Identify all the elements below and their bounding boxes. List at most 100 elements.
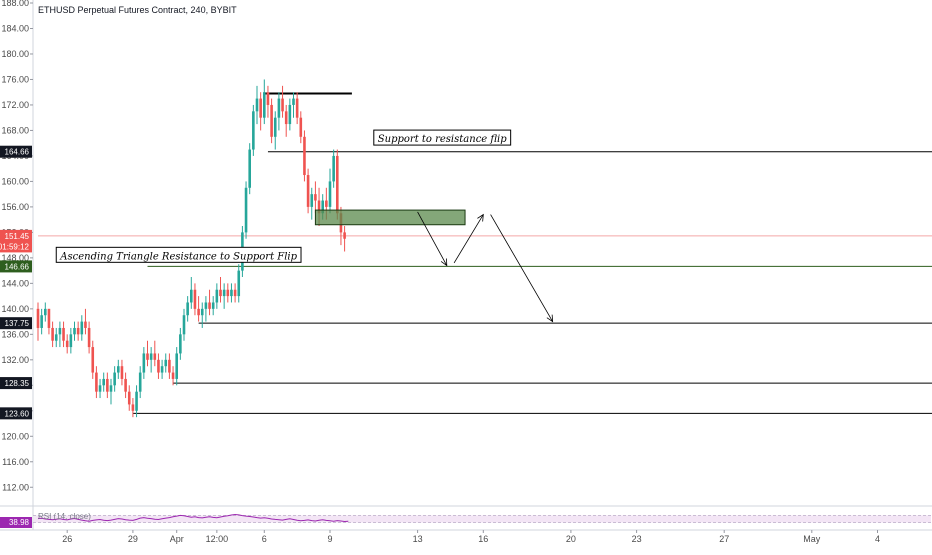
candle-body [321, 200, 324, 214]
candle-body [168, 359, 171, 373]
candle-body [131, 404, 135, 411]
candles [36, 79, 346, 418]
candle-body [73, 327, 76, 335]
price-marker [0, 229, 32, 242]
annotations[interactable]: Support to resistance flip Ascending Tria… [55, 129, 512, 263]
chart-title: ETHUSD Perpetual Futures Contract, 240, … [38, 5, 237, 15]
candle-body [259, 98, 262, 118]
x-tick-label: Apr [170, 534, 184, 544]
price-marker-label: 01:59:12 [0, 242, 30, 251]
annotation-box [55, 246, 302, 263]
candle-body [175, 353, 178, 379]
annotation-callout[interactable]: Ascending Triangle Resistance to Support… [55, 246, 302, 263]
y-tick-label: 176.00 [1, 74, 29, 84]
arrow-head [440, 258, 448, 267]
y-tick-label: 184.00 [1, 23, 29, 33]
y-tick-label: 144.00 [1, 278, 29, 288]
candle-body [54, 334, 58, 341]
candle-body [270, 104, 273, 137]
candle-body [299, 117, 303, 137]
x-tick-label: 29 [128, 534, 138, 544]
candle-body [182, 315, 186, 335]
rsi-line [37, 513, 349, 523]
candle-body [146, 353, 149, 360]
candle-body [171, 372, 175, 379]
candle-body [237, 270, 241, 297]
candle-body [281, 98, 284, 112]
y-tick-label: 156.00 [1, 202, 29, 212]
arrow-head [477, 213, 484, 222]
projection-arrow[interactable] [417, 211, 448, 266]
candle-body [310, 194, 314, 207]
candle-body [106, 378, 109, 392]
annotation-callout[interactable]: Support to resistance flip [373, 129, 512, 146]
y-tick-label: 136.00 [1, 329, 29, 339]
candle-body [204, 302, 208, 309]
price-marker-label: 146.66 [5, 262, 30, 271]
candle-body [336, 155, 339, 214]
candle-body [248, 149, 251, 188]
candle-body [58, 327, 62, 335]
annotation-text: Ascending Triangle Resistance to Support… [59, 251, 297, 262]
candle-body [328, 181, 332, 207]
projection-arrow[interactable] [490, 214, 553, 322]
y-tick-label: 140.00 [1, 304, 29, 314]
candle-body [109, 385, 113, 392]
x-tick-label: 9 [327, 534, 332, 544]
price-axis[interactable]: 188.00 184.00 180.00 176.00 172.00 168.00 164.… [0, 0, 33, 492]
candle-body [98, 385, 102, 392]
candle-body [303, 136, 306, 176]
y-tick-label: 148.00 [1, 253, 29, 263]
candle-body [102, 378, 105, 386]
candle-body [91, 347, 95, 373]
candle-body [325, 200, 328, 207]
candle-body [284, 111, 288, 125]
projection-arrow[interactable] [453, 214, 484, 264]
x-tick-label: 6 [262, 534, 267, 544]
candle-body [215, 289, 219, 303]
arrows[interactable] [417, 211, 554, 323]
candle-body [306, 175, 310, 207]
rsi-band [34, 515, 931, 523]
candle-body [142, 353, 146, 373]
candle-body [295, 98, 299, 118]
price-marker [0, 377, 32, 390]
candle-body [135, 391, 138, 411]
candle-body [288, 104, 292, 125]
zone-layer[interactable] [314, 209, 466, 226]
x-tick-label: May [803, 534, 821, 544]
rsi-pane[interactable]: RSI (14, close) 38.98 [0, 512, 932, 528]
candle-body [277, 98, 281, 118]
candle-body [62, 327, 65, 341]
price-marker-label: 151.45 [5, 232, 30, 241]
price-marker-label: 123.60 [5, 409, 30, 418]
candle-body [211, 302, 215, 309]
price-marker [0, 260, 32, 273]
candle-body [222, 289, 226, 297]
y-tick-label: 132.00 [1, 355, 29, 365]
time-axis[interactable]: 26 29 Apr 12:00 6 9 13 16 20 23 27 May 4 [62, 530, 880, 544]
candle-body [160, 366, 164, 373]
candle-body [197, 308, 200, 316]
rsi-value-label: 38.98 [9, 518, 30, 527]
candle-body [200, 308, 204, 316]
y-tick-label: 180.00 [1, 49, 29, 59]
candle-body [138, 372, 142, 392]
candle-body [120, 366, 124, 379]
candle-body [233, 289, 237, 297]
candle-body [244, 187, 248, 233]
candle-body [263, 92, 266, 118]
price-marker-label: 128.35 [5, 379, 30, 388]
candle-body [117, 366, 120, 373]
price-marker [0, 317, 32, 330]
x-tick-label: 23 [632, 534, 642, 544]
resistance-zone-box[interactable] [314, 209, 466, 226]
candle-body [186, 302, 189, 316]
candle-body [36, 308, 40, 328]
candle-body [149, 353, 153, 360]
candle-body [193, 289, 197, 309]
y-tick-label: 112.00 [2, 482, 29, 492]
horizontal-lines[interactable] [38, 92, 932, 414]
